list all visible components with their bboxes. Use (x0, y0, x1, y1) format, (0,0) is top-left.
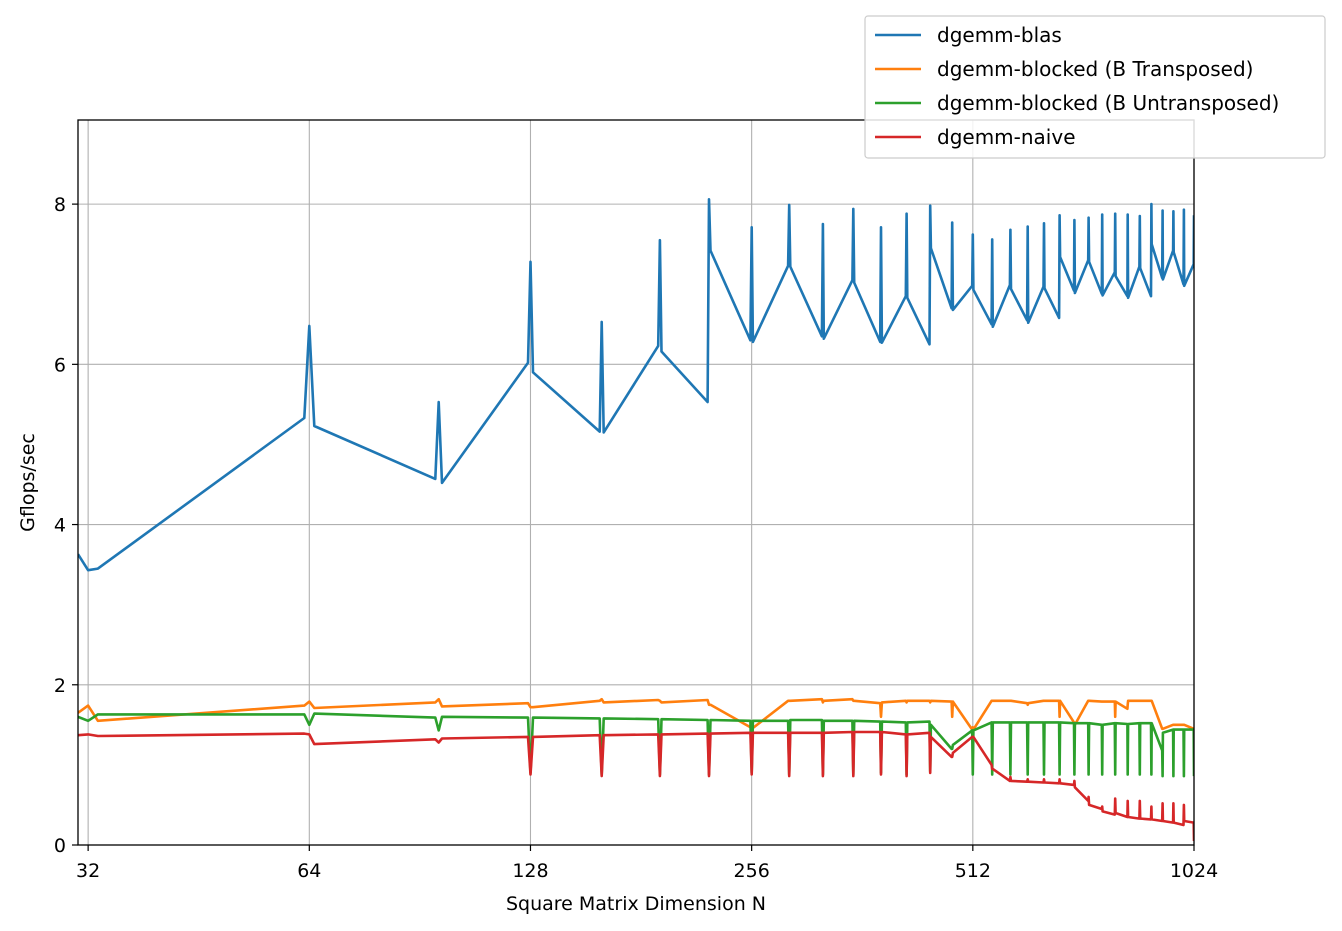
legend-entry: dgemm-blocked (B Transposed) (937, 57, 1253, 81)
x-axis: 32 64 128 256 512 1024 (76, 845, 1218, 882)
plot-area (78, 198, 1194, 842)
x-tick-label: 32 (76, 860, 100, 882)
legend: dgemm-blas dgemm-blocked (B Transposed) dg… (864, 15, 1326, 159)
y-axis-label: Gflops/sec (17, 433, 39, 532)
x-tick-label: 128 (512, 860, 548, 882)
axes-frame (77, 119, 1195, 846)
x-tick-label: 1024 (1170, 860, 1218, 882)
grid (78, 120, 1195, 846)
legend-entry: dgemm-naive (937, 125, 1076, 149)
y-tick-label: 2 (54, 675, 66, 697)
legend-entry: dgemm-blas (937, 23, 1062, 47)
y-tick-label: 4 (54, 515, 66, 537)
x-tick-label: 512 (955, 860, 991, 882)
x-tick-label: 256 (734, 860, 770, 882)
legend-entry: dgemm-blocked (B Untransposed) (937, 91, 1279, 115)
series-line-0 (78, 198, 1194, 572)
y-axis: 0 2 4 6 8 (54, 194, 78, 857)
series-line-3 (78, 730, 1194, 842)
legend-box (864, 15, 1326, 159)
x-axis-label: Square Matrix Dimension N (506, 893, 766, 915)
x-tick-label: 64 (297, 860, 321, 882)
y-tick-label: 6 (54, 354, 66, 376)
y-tick-label: 0 (54, 835, 66, 857)
y-tick-label: 8 (54, 194, 66, 216)
